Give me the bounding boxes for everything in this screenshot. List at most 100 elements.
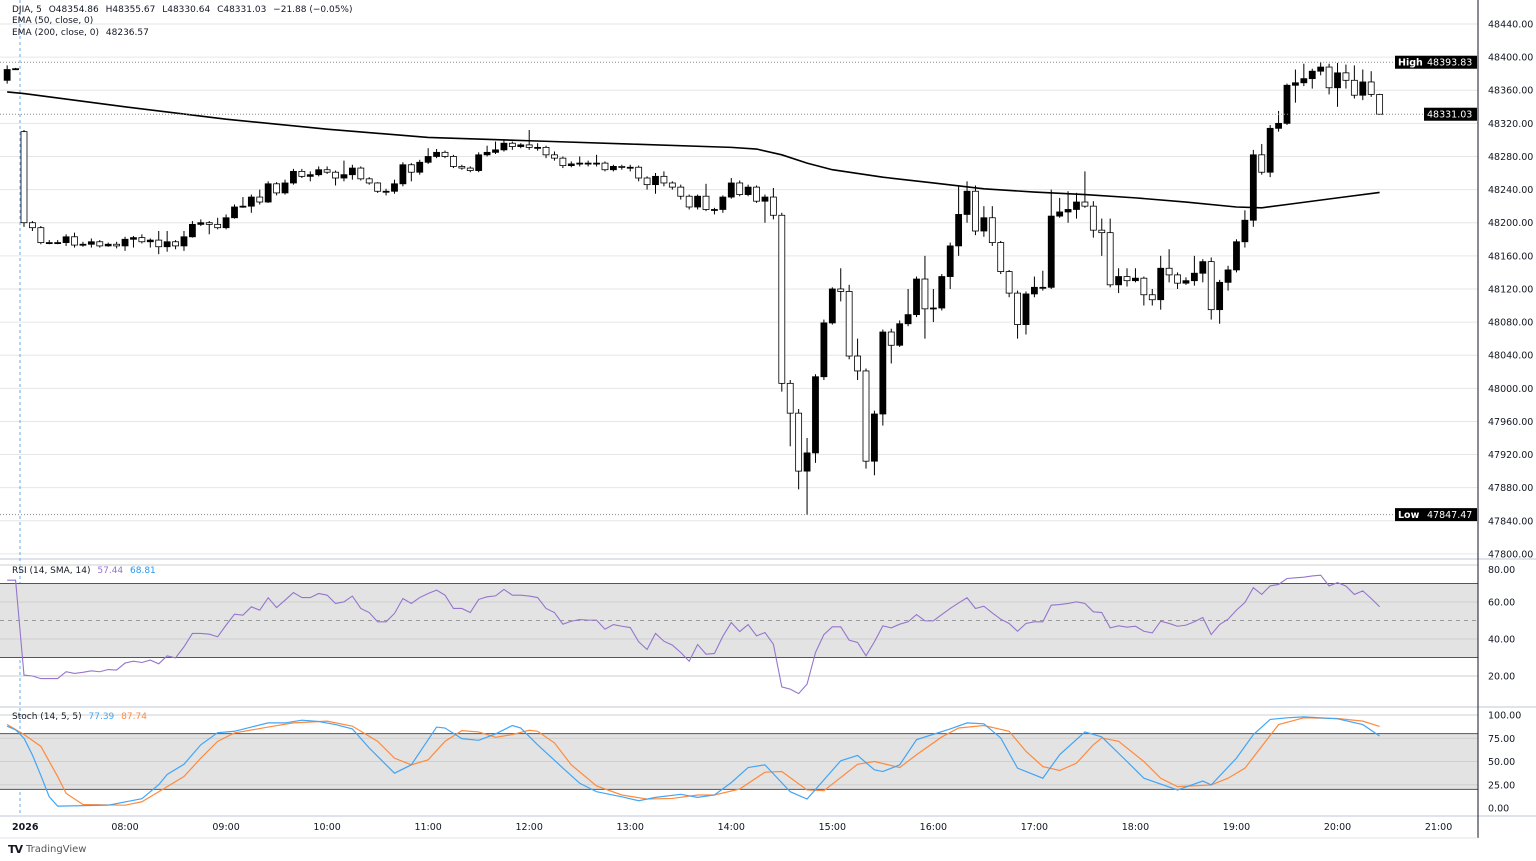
candle-down <box>972 185 979 236</box>
candle-down <box>618 164 626 170</box>
candle-up <box>231 204 238 219</box>
candle-body <box>71 236 78 246</box>
time-tick-label: 21:00 <box>1425 822 1452 833</box>
candle-up <box>1182 277 1190 285</box>
candle-down <box>887 328 895 364</box>
candle-up <box>340 160 348 182</box>
candle-down <box>854 338 861 381</box>
stoch-tick-label: 25.00 <box>1488 780 1515 791</box>
tradingview-logo[interactable]: TV TradingView <box>8 843 86 856</box>
candle-down <box>921 255 929 339</box>
candle-body <box>222 217 230 229</box>
candle-up <box>348 164 356 180</box>
candle-up <box>1132 268 1139 283</box>
candle-body <box>1132 277 1139 282</box>
time-tick-label: 2026 <box>12 822 39 833</box>
candle-down <box>635 165 643 182</box>
candle-body <box>407 164 415 173</box>
candle-down <box>273 182 281 196</box>
candle-body <box>163 241 171 248</box>
candle-down <box>1148 288 1156 306</box>
candle-up <box>54 240 62 245</box>
candle-up <box>424 148 432 164</box>
high-marker-label-box <box>1395 55 1424 69</box>
candle-down <box>332 170 339 186</box>
candle-body <box>348 167 356 176</box>
candle-down <box>365 177 373 185</box>
candle-body <box>652 175 659 186</box>
candle-body <box>3 69 11 81</box>
axes[interactable]: 48440.00 48400.00 48360.00 48320.00 48280.00… <box>0 0 1533 839</box>
candle-body <box>96 241 104 247</box>
candle-down <box>172 240 179 250</box>
candle-down <box>559 156 567 169</box>
candle-body <box>795 412 803 472</box>
rsi-tick-label: 80.00 <box>1488 565 1515 576</box>
candle-body <box>929 307 937 310</box>
candle-down <box>668 181 676 190</box>
candle-body <box>466 167 474 171</box>
price-tick-label: 48280.00 <box>1488 152 1533 163</box>
candle-up <box>163 231 171 252</box>
candle-down <box>1005 269 1013 298</box>
candle-body <box>1334 72 1341 89</box>
candle-up <box>247 194 255 213</box>
candle-body <box>281 182 289 194</box>
candle-body <box>37 227 45 243</box>
price-tick-label: 47960.00 <box>1488 417 1533 428</box>
candle-down <box>660 171 668 187</box>
legend-open: O48354.86 <box>48 5 99 15</box>
legend-symbol[interactable]: DJIA, 5 <box>12 5 42 15</box>
time-tick-label: 16:00 <box>920 822 947 833</box>
candle-body <box>517 144 525 147</box>
candle-up <box>416 159 424 175</box>
candle-body <box>896 323 904 346</box>
candle-body <box>205 222 213 225</box>
candle-down <box>1207 257 1215 320</box>
candle-body <box>214 223 222 229</box>
candle-body <box>1005 271 1013 294</box>
candle-body <box>155 239 163 248</box>
candle-body <box>727 182 735 198</box>
candle-body <box>1300 78 1308 84</box>
candle-up <box>711 207 718 215</box>
candle-body <box>424 156 432 163</box>
low-marker-value: 47847.47 <box>1427 510 1472 521</box>
candle-up <box>610 164 617 172</box>
candle-down <box>997 240 1005 275</box>
stoch-d-value: 87.74 <box>121 712 147 722</box>
rsi-legend[interactable]: RSI (14, SMA, 14) 57.44 68.81 <box>12 566 160 577</box>
candle-body <box>180 236 188 247</box>
candle-down <box>450 154 457 169</box>
candle-down <box>1174 272 1181 289</box>
candle-body <box>828 288 836 324</box>
candle-down <box>862 368 870 469</box>
candle-body <box>736 182 744 195</box>
stoch-legend[interactable]: Stoch (14, 5, 5) 77.39 87.74 <box>12 712 151 723</box>
ema50-legend[interactable]: EMA (50, close, 0) <box>12 16 97 27</box>
candle-body <box>306 174 314 177</box>
candle-body <box>45 242 53 244</box>
candle-body <box>1283 84 1291 124</box>
candle-up <box>1334 62 1341 107</box>
candle-up <box>1224 265 1232 291</box>
price-tick-label: 48320.00 <box>1488 119 1533 130</box>
ema200-legend[interactable]: EMA (200, close, 0) 48236.57 <box>12 28 153 39</box>
candle-body <box>854 355 861 372</box>
stoch-tick-label: 100.00 <box>1488 711 1521 722</box>
candle-body <box>492 149 499 153</box>
candle-up <box>1308 68 1316 89</box>
candle-body <box>946 245 954 277</box>
candle-down <box>525 129 533 150</box>
candle-up <box>828 287 836 325</box>
candle-down <box>702 183 710 212</box>
candle-up <box>1073 192 1080 219</box>
candle-down <box>357 166 365 181</box>
candle-body <box>138 237 146 243</box>
candle-down <box>1106 218 1114 288</box>
candle-body <box>315 169 323 176</box>
candle-up <box>146 238 154 248</box>
candle-up <box>483 145 491 157</box>
candle-body <box>1182 280 1190 284</box>
